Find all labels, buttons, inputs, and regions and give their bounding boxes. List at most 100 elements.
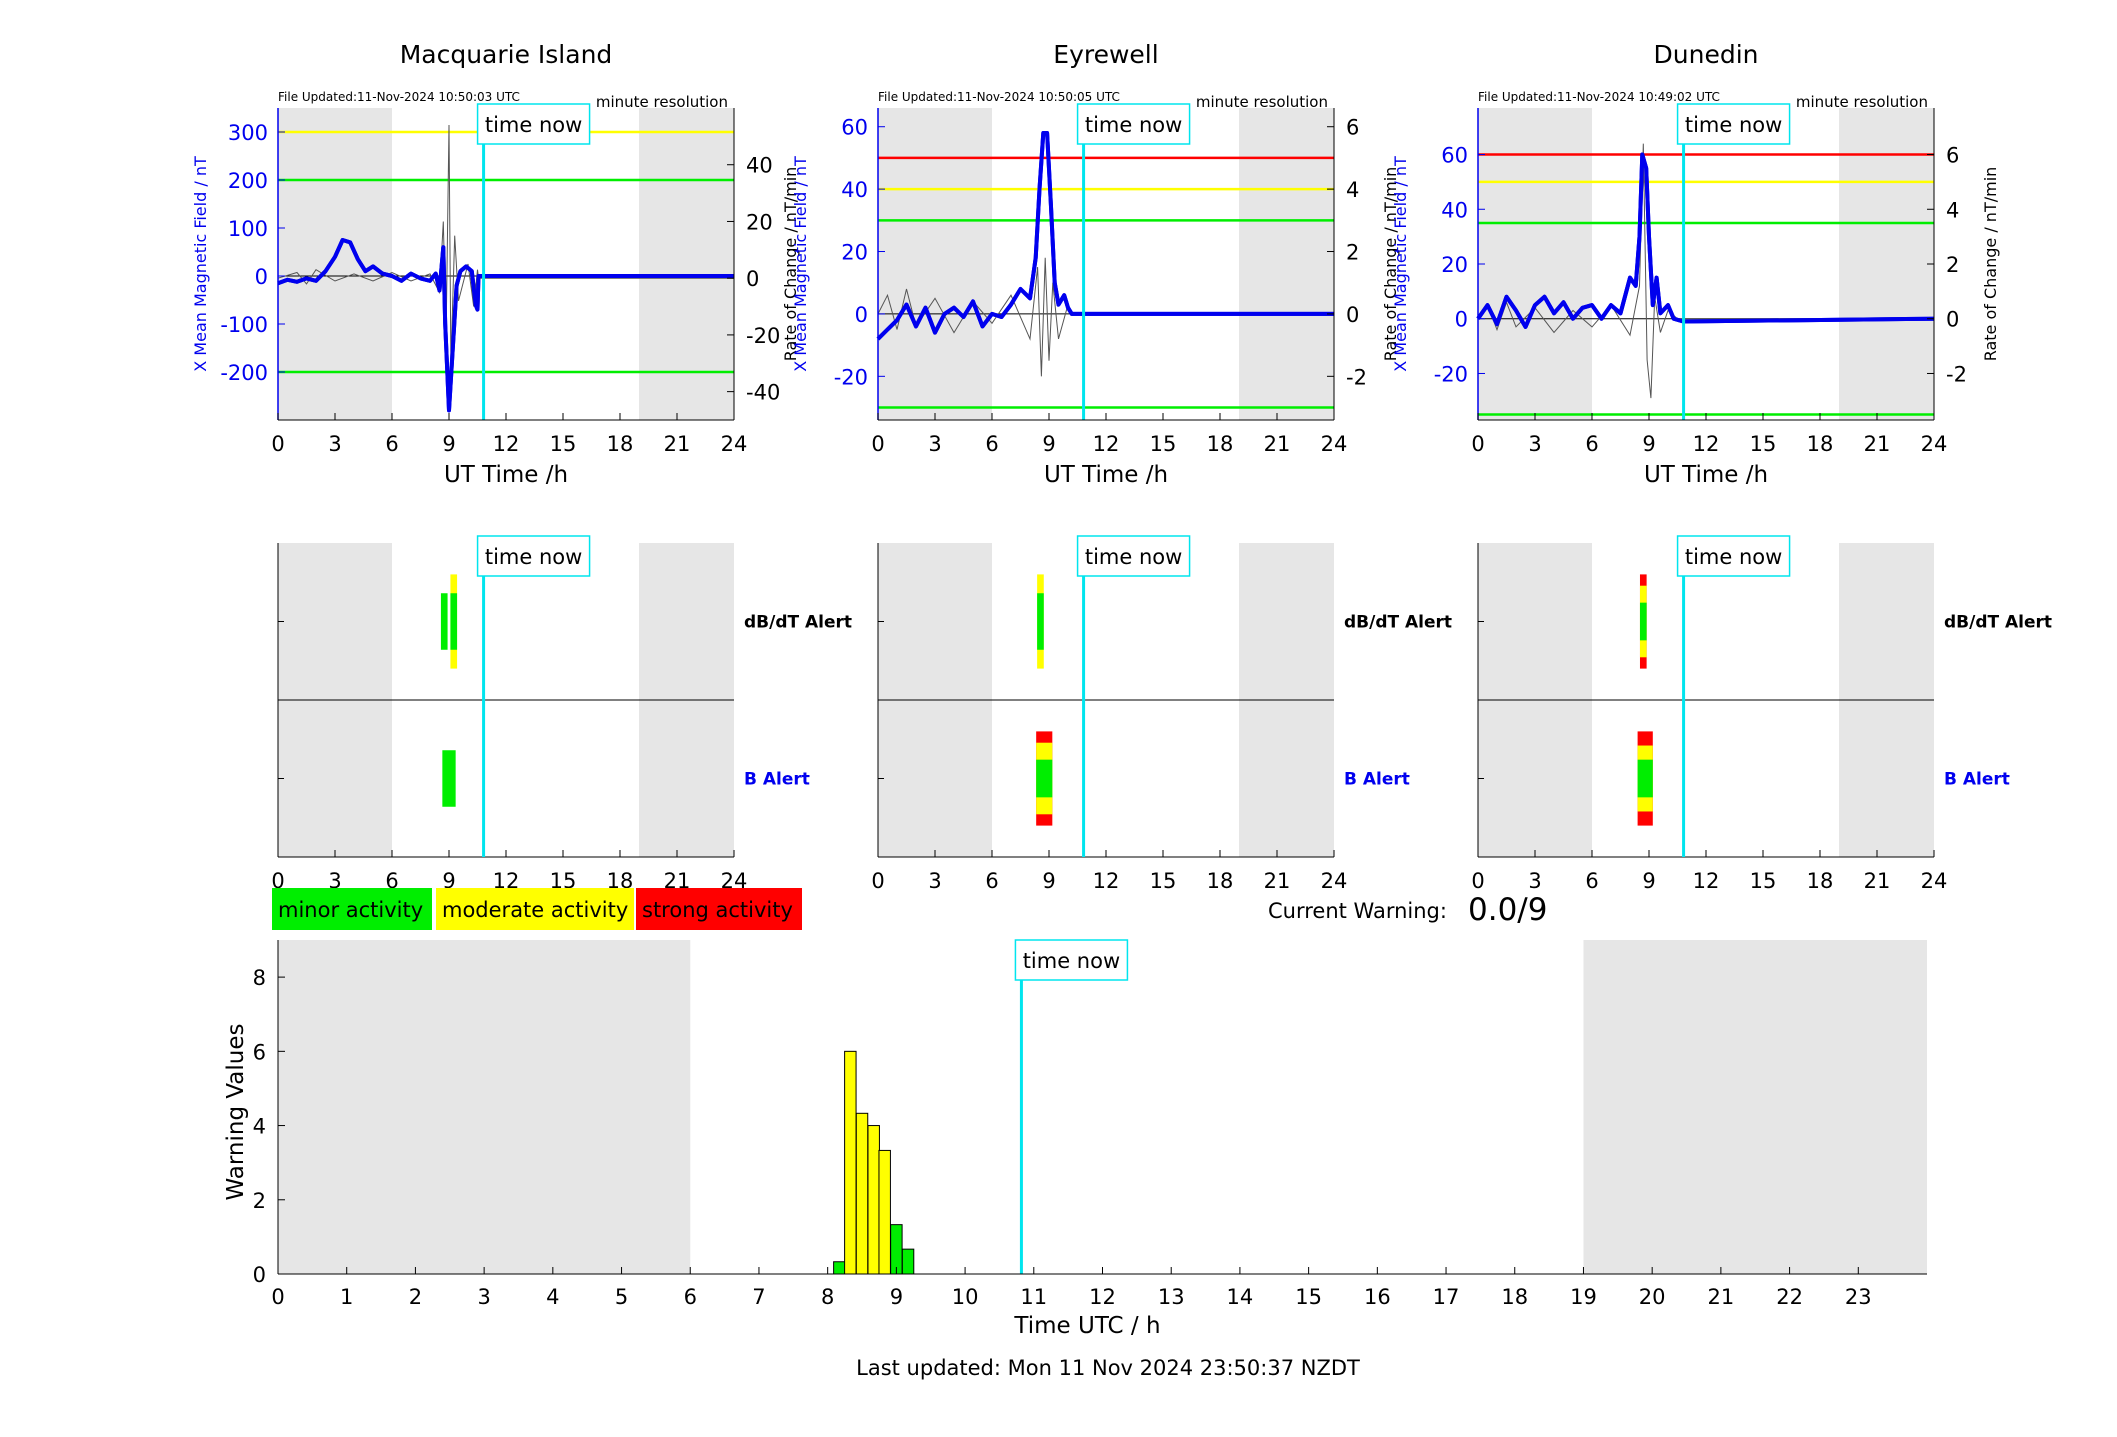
warning-x-tick-label: 7 xyxy=(752,1285,765,1309)
alert-x-tick-label: 3 xyxy=(328,869,341,893)
rate-of-change-series xyxy=(1477,143,1934,399)
current-warning-label: Current Warning: xyxy=(1268,899,1447,923)
x-tick-label: 21 xyxy=(664,432,691,456)
warning-x-tick-label: 1 xyxy=(340,1285,353,1309)
left-y-tick-label: -20 xyxy=(834,365,868,389)
warning-x-tick-label: 9 xyxy=(890,1285,903,1309)
x-tick-label: 0 xyxy=(271,432,284,456)
x-tick-label: 9 xyxy=(1642,432,1655,456)
right-y-tick-label: 4 xyxy=(1946,198,1959,222)
warning-bar xyxy=(890,1224,903,1275)
left-y-tick-label: 20 xyxy=(841,241,868,265)
x-tick-label: 21 xyxy=(1864,432,1891,456)
warning-x-tick-label: 2 xyxy=(409,1285,422,1309)
dbdt-alert-label: dB/dT Alert xyxy=(1944,613,2052,633)
left-y-tick-label: 20 xyxy=(1441,253,1468,277)
right-y-tick-label: 6 xyxy=(1946,144,1959,168)
night-shading xyxy=(1239,108,1334,420)
warning-x-tick-label: 21 xyxy=(1708,1285,1735,1309)
b-alert-label: B Alert xyxy=(1944,770,2010,790)
b-alert-bar-minor xyxy=(1637,759,1653,798)
warning-x-axis-label: Time UTC / h xyxy=(1013,1313,1160,1339)
alert-x-tick-label: 18 xyxy=(1807,869,1834,893)
alert-x-tick-label: 0 xyxy=(1471,869,1484,893)
alert-x-tick-label: 6 xyxy=(385,869,398,893)
station-panel-2: Eyrewell File Updated:11-Nov-2024 10:50:0… xyxy=(791,40,1452,893)
right-y-tick-label: -40 xyxy=(746,381,780,405)
warning-night-shading xyxy=(1583,940,1927,1274)
night-shading xyxy=(278,108,392,420)
warning-x-tick-label: 10 xyxy=(952,1285,979,1309)
magnetic-field-series-overlay xyxy=(876,131,1334,341)
alert-x-tick-label: 3 xyxy=(1528,869,1541,893)
alert-time-now-label: time now xyxy=(485,545,582,569)
alert-time-now-label: time now xyxy=(1085,545,1182,569)
b-alert-bar-minor xyxy=(1036,759,1053,798)
x-tick-label: 6 xyxy=(1585,432,1598,456)
warning-x-tick-label: 22 xyxy=(1776,1285,1803,1309)
legend-minor-label: minor activity xyxy=(278,898,423,922)
x-tick-label: 12 xyxy=(1693,432,1720,456)
station-panel-3: Dunedin File Updated:11-Nov-2024 10:49:02… xyxy=(1391,40,2052,893)
left-y-tick-label: 100 xyxy=(228,217,268,241)
warning-bar xyxy=(844,1050,857,1275)
file-updated-text: File Updated:11-Nov-2024 10:49:02 UTC xyxy=(1478,90,1720,104)
warning-y-tick-label: 0 xyxy=(253,1263,266,1287)
night-shading xyxy=(1478,108,1592,420)
magnetic-field-series-overlay xyxy=(1476,152,1935,329)
dbdt-alert-label: dB/dT Alert xyxy=(744,613,852,633)
x-tick-label: 21 xyxy=(1264,432,1291,456)
warning-x-tick-label: 17 xyxy=(1433,1285,1460,1309)
x-tick-label: 24 xyxy=(1921,432,1948,456)
alert-x-tick-label: 15 xyxy=(1150,869,1177,893)
warning-x-tick-label: 0 xyxy=(271,1285,284,1309)
left-y-tick-label: -200 xyxy=(220,361,268,385)
right-y-tick-label: 40 xyxy=(746,154,773,178)
x-tick-label: 18 xyxy=(607,432,634,456)
warning-bar xyxy=(833,1261,846,1275)
resolution-label: minute resolution xyxy=(1196,93,1328,111)
warning-bar xyxy=(901,1248,915,1275)
right-y-axis-label: Rate of Change / nT/min xyxy=(781,167,800,362)
x-tick-label: 0 xyxy=(871,432,884,456)
left-y-axis-label: X Mean Magnetic Field / nT xyxy=(1391,156,1410,372)
left-y-tick-label: -20 xyxy=(1434,362,1468,386)
time-now-label: time now xyxy=(1085,113,1182,137)
x-tick-label: 18 xyxy=(1807,432,1834,456)
alert-x-tick-label: 3 xyxy=(928,869,941,893)
dbdt-alert-bar-minor xyxy=(440,593,448,650)
alert-x-tick-label: 18 xyxy=(1207,869,1234,893)
warning-x-tick-label: 16 xyxy=(1364,1285,1391,1309)
warning-x-tick-label: 20 xyxy=(1639,1285,1666,1309)
station-title: Macquarie Island xyxy=(400,40,613,69)
x-tick-label: 12 xyxy=(1093,432,1120,456)
alert-x-tick-label: 9 xyxy=(442,869,455,893)
activity-legend: minor activity moderate activity strong … xyxy=(272,888,802,930)
warning-y-tick-label: 4 xyxy=(253,1115,266,1139)
warning-bar xyxy=(867,1125,880,1275)
warning-y-axis-label: Warning Values xyxy=(223,1023,249,1200)
alert-time-now-box xyxy=(476,535,591,577)
left-y-tick-label: 200 xyxy=(228,169,268,193)
legend-strong-label: strong activity xyxy=(642,898,793,922)
legend-strong-swatch xyxy=(636,888,802,930)
station-title: Eyrewell xyxy=(1053,40,1158,69)
right-y-tick-label: -2 xyxy=(1346,365,1367,389)
alert-x-tick-label: 9 xyxy=(1042,869,1055,893)
left-y-tick-label: -100 xyxy=(220,313,268,337)
x-tick-label: 3 xyxy=(928,432,941,456)
x-tick-label: 12 xyxy=(493,432,520,456)
left-y-tick-label: 40 xyxy=(841,178,868,202)
warning-x-tick-label: 12 xyxy=(1089,1285,1116,1309)
dbdt-alert-bar-minor xyxy=(450,593,458,650)
dbdt-alert-bar-minor xyxy=(1037,593,1044,650)
left-y-axis-label: X Mean Magnetic Field / nT xyxy=(191,156,210,372)
time-now-box xyxy=(1676,103,1791,145)
station-panel-1: Macquarie Island File Updated:11-Nov-2024… xyxy=(191,40,852,893)
alert-x-tick-label: 6 xyxy=(1585,869,1598,893)
warning-y-tick-label: 6 xyxy=(253,1040,266,1064)
x-tick-label: 3 xyxy=(1528,432,1541,456)
night-shading xyxy=(639,108,734,420)
